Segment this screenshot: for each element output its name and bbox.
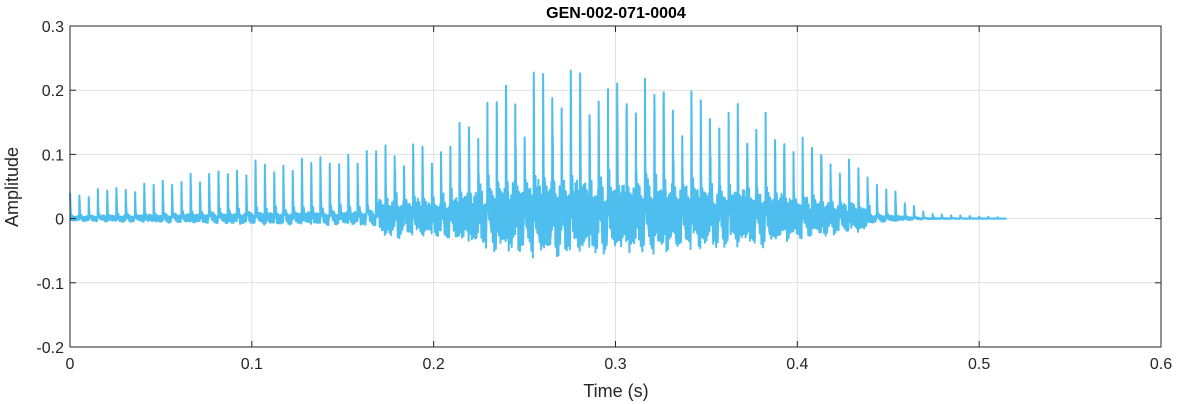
chart-title: GEN-002-071-0004 [546,5,686,22]
x-tick-label: 0.6 [1150,356,1172,373]
y-tick-labels: -0.2 -0.1 0 0.1 0.2 0.3 [36,19,64,357]
waveform-line [69,69,1008,259]
x-tick-label: 0 [66,356,75,373]
tick-marks [69,25,1162,348]
x-tick-label: 0.2 [423,356,445,373]
x-axis-label: Time (s) [583,381,648,401]
x-tick-labels: 0 0.1 0.2 0.3 0.4 0.5 0.6 [66,356,1173,373]
x-tick-label: 0.3 [604,356,626,373]
y-tick-label: -0.1 [36,276,64,293]
grid-lines [69,25,1162,348]
y-tick-label: 0.3 [42,19,64,36]
y-tick-label: 0.2 [42,83,64,100]
series-layer [69,69,1008,259]
x-tick-label: 0.4 [786,356,808,373]
x-tick-label: 0.5 [968,356,990,373]
y-tick-label: 0 [55,212,64,229]
y-axis-label: Amplitude [2,147,22,227]
y-tick-label: 0.1 [42,147,64,164]
x-tick-label: 0.1 [241,356,263,373]
y-tick-label: -0.2 [36,340,64,357]
